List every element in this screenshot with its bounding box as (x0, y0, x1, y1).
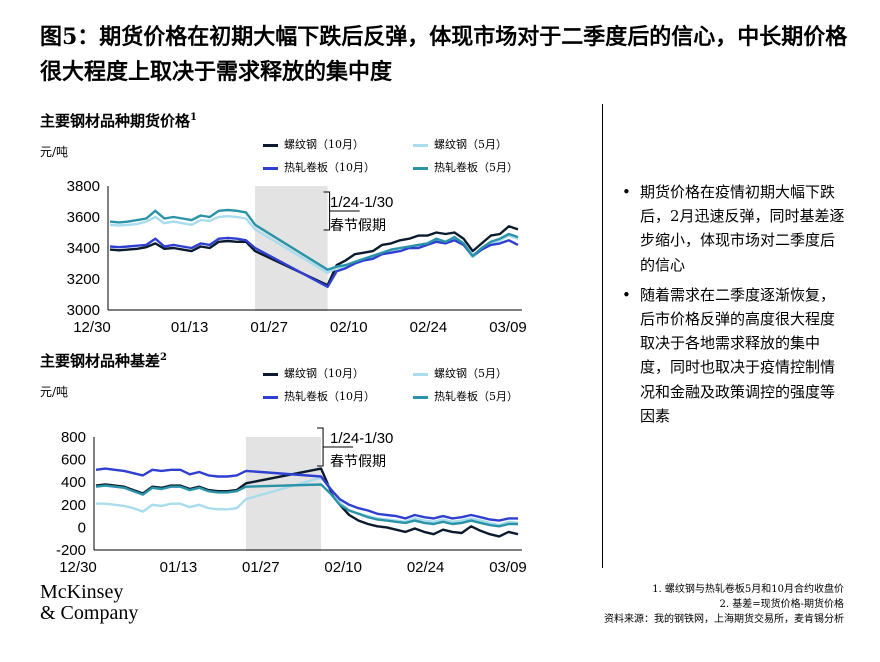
chart1-title-text: 主要钢材品种期货价格 (40, 112, 191, 130)
page-title: 图5：期货价格在初期大幅下跌后反弹，体现市场对于二季度后的信心，中长期价格很大程… (40, 24, 848, 85)
series-line (109, 208, 519, 271)
y-tick-label: 200 (61, 497, 86, 514)
legend-hrc-oct: 热轧卷板（10月） (263, 159, 375, 175)
footnote: 1. 螺纹钢与热轧卷板5月和10月合约收盘价 (652, 584, 844, 595)
legend-label: 螺纹钢（5月） (434, 367, 507, 380)
x-tick-label: 01/27 (250, 319, 288, 336)
series-line (95, 483, 518, 528)
chart1-title-footnote: 1 (190, 112, 197, 123)
series-line (95, 467, 518, 522)
legend-rebar-may: 螺纹钢（5月） (413, 136, 507, 152)
chart2-title-footnote: 2 (160, 352, 167, 363)
y-tick-label: 400 (61, 474, 86, 491)
legend-rebar-oct: 螺纹钢（10月） (263, 136, 364, 152)
chart2-title: 主要钢材品种基差2 (40, 350, 167, 371)
legend-swatch (263, 143, 278, 147)
annotation-label: 春节假期 (330, 454, 386, 470)
chart2-legend: 螺纹钢（10月） 螺纹钢（5月） 热轧卷板（10月） 热轧卷板（5月） (263, 365, 593, 405)
column-divider (602, 104, 603, 568)
y-tick-label: 3800 (67, 178, 100, 195)
legend-swatch (413, 166, 428, 170)
x-tick-label: 01/27 (242, 559, 280, 576)
legend-hrc-may: 热轧卷板（5月） (413, 159, 518, 175)
x-tick-label: 02/24 (410, 319, 448, 336)
chart1-unit: 元/吨 (40, 145, 69, 159)
bullet-item: 期货价格在疫情初期大幅下跌后，2月迅速反弹，同时基差逐步缩小，体现市场对二季度后… (622, 180, 847, 277)
x-tick-label: 12/30 (73, 319, 111, 336)
annotation-label: 春节假期 (330, 218, 386, 234)
legend-swatch (413, 395, 428, 399)
x-tick-label: 01/13 (160, 559, 198, 576)
chart1-legend: 螺纹钢（10月） 螺纹钢（5月） 热轧卷板（10月） 热轧卷板（5月） (263, 136, 593, 176)
legend-label: 螺纹钢（10月） (284, 367, 364, 380)
x-tick-label: 02/24 (407, 559, 445, 576)
logo-line: & Company (40, 602, 139, 624)
legend-hrc-oct: 热轧卷板（10月） (263, 388, 375, 404)
chart2-title-text: 主要钢材品种基差 (40, 352, 161, 370)
legend-rebar-may: 螺纹钢（5月） (413, 365, 507, 381)
y-tick-label: 3400 (67, 240, 100, 257)
legend-swatch (413, 372, 428, 376)
annotation-dates: 1/24-1/30 (330, 430, 393, 447)
x-tick-label: 03/09 (489, 319, 527, 336)
x-tick-label: 02/10 (330, 319, 368, 336)
legend-swatch (263, 372, 278, 376)
x-tick-label: 02/10 (324, 559, 362, 576)
y-tick-label: 3200 (67, 271, 100, 288)
legend-label: 热轧卷板（5月） (434, 390, 518, 403)
x-tick-label: 03/09 (489, 559, 527, 576)
legend-rebar-oct: 螺纹钢（10月） (263, 365, 364, 381)
y-tick-label: 800 (61, 429, 86, 446)
y-tick-label: 3600 (67, 209, 100, 226)
commentary: 期货价格在疫情初期大幅下跌后，2月迅速反弹，同时基差逐步缩小，体现市场对二季度后… (622, 180, 847, 434)
legend-swatch (263, 395, 278, 399)
series-line (109, 236, 519, 289)
annotation-dates: 1/24-1/30 (330, 194, 393, 211)
x-tick-label: 12/30 (59, 559, 97, 576)
chart2-unit: 元/吨 (40, 385, 69, 399)
mckinsey-logo: McKinsey & Company (40, 582, 138, 624)
footnotes: 1. 螺纹钢与热轧卷板5月和10月合约收盘价 2. 基差=现货价格-期货价格 资… (604, 582, 844, 627)
y-tick-label: 600 (61, 452, 86, 469)
y-tick-label: 3000 (67, 302, 100, 319)
logo-line: McKinsey (40, 581, 124, 603)
legend-label: 热轧卷板（10月） (284, 161, 375, 174)
series-line (109, 225, 519, 287)
y-tick-label: 0 (78, 519, 86, 536)
source-note: 资料来源：我的钢铁网，上海期货交易所，麦肯锡分析 (604, 614, 844, 625)
bullet-item: 随着需求在二季度逐渐恢复，后市价格反弹的高度很大程度取决于各地需求释放的集中度，… (622, 283, 847, 428)
legend-swatch (413, 143, 428, 147)
legend-hrc-may: 热轧卷板（5月） (413, 388, 518, 404)
footnote: 2. 基差=现货价格-期货价格 (719, 599, 844, 610)
x-tick-label: 01/13 (171, 319, 209, 336)
legend-label: 螺纹钢（10月） (284, 138, 364, 151)
series-line (96, 476, 519, 527)
legend-label: 热轧卷板（5月） (434, 161, 518, 174)
y-tick-label: -200 (56, 542, 86, 559)
legend-label: 螺纹钢（5月） (434, 138, 507, 151)
legend-label: 热轧卷板（10月） (284, 390, 375, 403)
chart1-title: 主要钢材品种期货价格1 (40, 110, 197, 131)
legend-swatch (263, 166, 278, 170)
holiday-shade (246, 437, 322, 551)
